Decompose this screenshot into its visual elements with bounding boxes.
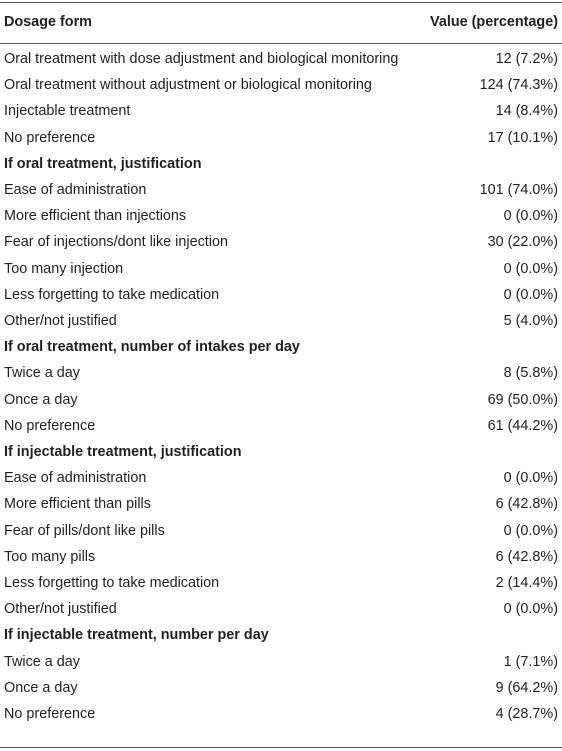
table-header-row: Dosage form Value (percentage): [0, 2, 562, 42]
section-header-row: If oral treatment, justification: [0, 151, 562, 177]
section-label: If oral treatment, justification: [4, 155, 202, 172]
row-value: 14 (8.4%): [495, 103, 558, 120]
table-row: Too many injection 0 (0.0%): [0, 256, 562, 282]
row-label: Ease of administration: [4, 470, 147, 487]
table-row: More efficient than pills 6 (42.8%): [0, 491, 562, 517]
table-row: No preference 17 (10.1%): [0, 125, 562, 151]
table-row: Injectable treatment 14 (8.4%): [0, 98, 562, 124]
row-label: More efficient than pills: [4, 496, 151, 513]
table-row: Oral treatment without adjustment or bio…: [0, 72, 562, 98]
row-value: 30 (22.0%): [487, 234, 558, 251]
section-header-row: If injectable treatment, number per day: [0, 622, 562, 648]
row-label: Fear of injections/dont like injection: [4, 234, 228, 251]
section-header-row: If injectable treatment, justification: [0, 439, 562, 465]
table-row: Other/not justified 5 (4.0%): [0, 308, 562, 334]
row-value: 5 (4.0%): [503, 313, 558, 329]
row-label: No preference: [4, 129, 96, 146]
row-value: 0 (0.0%): [503, 286, 558, 303]
row-label: Twice a day: [4, 653, 80, 670]
row-value: 0 (0.0%): [503, 260, 558, 277]
table-row: More efficient than injections 0 (0.0%): [0, 203, 562, 229]
row-label: Other/not justified: [4, 313, 117, 329]
row-label: Too many injection: [4, 260, 124, 277]
row-label: Other/not justified: [4, 601, 117, 618]
row-value: 0 (0.0%): [503, 470, 558, 487]
row-label: Oral treatment without adjustment or bio…: [4, 77, 372, 94]
row-label: Injectable treatment: [4, 103, 131, 120]
row-value: 4 (28.7%): [495, 706, 558, 722]
row-label: Less forgetting to take medication: [4, 286, 220, 303]
row-value: 124 (74.3%): [479, 77, 558, 94]
table-row: Twice a day 8 (5.8%): [0, 360, 562, 386]
row-value: 69 (50.0%): [487, 391, 558, 408]
row-label: Ease of administration: [4, 182, 147, 198]
table-row: Oral treatment with dose adjustment and …: [0, 46, 562, 72]
row-value: 9 (64.2%): [495, 679, 558, 696]
row-label: Once a day: [4, 679, 78, 696]
row-value: 0 (0.0%): [503, 522, 558, 539]
section-header-row: If oral treatment, number of intakes per…: [0, 334, 562, 360]
row-value: 1 (7.1%): [503, 653, 558, 670]
row-label: Fear of pills/dont like pills: [4, 522, 165, 539]
row-value: 61 (44.2%): [487, 417, 558, 434]
table-top-rule: [0, 2, 562, 3]
row-value: 8 (5.8%): [503, 365, 558, 382]
row-value: 0 (0.0%): [503, 208, 558, 225]
table-row: Fear of injections/dont like injection 30…: [0, 229, 562, 255]
table-row: Less forgetting to take medication 0 (0.0…: [0, 282, 562, 308]
table-row: Once a day 69 (50.0%): [0, 387, 562, 413]
row-value: 17 (10.1%): [487, 129, 558, 146]
row-value: 6 (42.8%): [495, 548, 558, 565]
row-label: Twice a day: [4, 365, 80, 382]
table-row: Fear of pills/dont like pills 0 (0.0%): [0, 518, 562, 544]
row-value: 6 (42.8%): [495, 496, 558, 513]
row-value: 2 (14.4%): [495, 575, 558, 591]
table-row: Ease of administration 0 (0.0%): [0, 465, 562, 491]
row-label: Too many pills: [4, 548, 96, 565]
row-value: 101 (74.0%): [479, 182, 558, 198]
row-value: 0 (0.0%): [503, 601, 558, 618]
row-label: Once a day: [4, 391, 78, 408]
table-row: No preference 61 (44.2%): [0, 413, 562, 439]
row-label: Oral treatment with dose adjustment and …: [4, 51, 399, 67]
row-label: More efficient than injections: [4, 208, 187, 225]
table-row: Ease of administration 101 (74.0%): [0, 177, 562, 203]
row-label: Less forgetting to take medication: [4, 575, 220, 591]
row-value: 12 (7.2%): [495, 51, 558, 67]
header-dosage-form: Dosage form: [4, 14, 92, 30]
header-value-percentage: Value (percentage): [430, 14, 558, 30]
table-row: Twice a day 1 (7.1%): [0, 649, 562, 675]
section-label: If injectable treatment, justification: [4, 444, 242, 460]
table-row: Other/not justified 0 (0.0%): [0, 596, 562, 622]
table-row: Once a day 9 (64.2%): [0, 675, 562, 701]
table-row: No preference 4 (28.7%): [0, 701, 562, 727]
section-label: If injectable treatment, number per day: [4, 627, 269, 644]
row-label: No preference: [4, 417, 96, 434]
row-label: No preference: [4, 706, 96, 722]
table-row: Too many pills 6 (42.8%): [0, 544, 562, 570]
table-header-rule: [0, 43, 562, 44]
table-bottom-rule: [0, 747, 562, 748]
section-label: If oral treatment, number of intakes per…: [4, 339, 300, 356]
table-row: Less forgetting to take medication 2 (14.…: [0, 570, 562, 596]
